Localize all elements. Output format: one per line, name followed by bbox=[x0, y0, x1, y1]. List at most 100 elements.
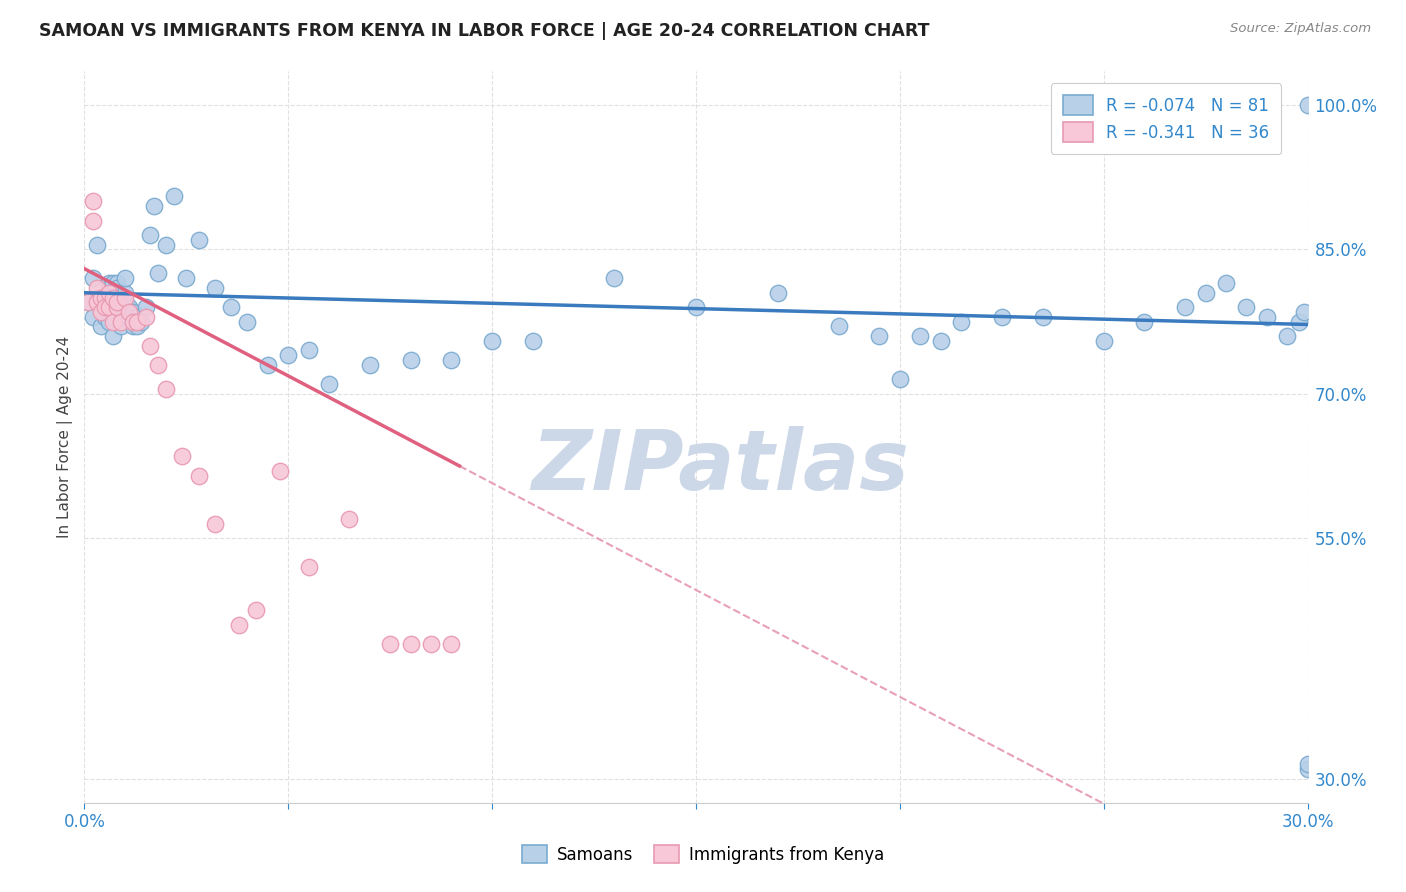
Point bbox=[114, 271, 136, 285]
Point bbox=[86, 237, 108, 252]
Point bbox=[122, 305, 145, 319]
Point bbox=[93, 310, 115, 324]
Point bbox=[257, 358, 280, 372]
Point bbox=[90, 295, 112, 310]
Point bbox=[298, 560, 321, 574]
Point bbox=[86, 295, 108, 310]
Point bbox=[1236, 300, 1258, 314]
Point bbox=[110, 319, 132, 334]
Point bbox=[97, 300, 120, 314]
Point bbox=[97, 291, 120, 305]
Point bbox=[187, 233, 209, 247]
Point bbox=[90, 305, 112, 319]
Text: SAMOAN VS IMMIGRANTS FROM KENYA IN LABOR FORCE | AGE 20-24 CORRELATION CHART: SAMOAN VS IMMIGRANTS FROM KENYA IN LABOR… bbox=[39, 22, 929, 40]
Point bbox=[146, 267, 169, 281]
Point bbox=[131, 315, 153, 329]
Point bbox=[1195, 285, 1218, 300]
Point bbox=[118, 310, 141, 324]
Point bbox=[105, 300, 128, 314]
Point bbox=[82, 271, 104, 285]
Point bbox=[93, 291, 115, 305]
Legend: Samoans, Immigrants from Kenya: Samoans, Immigrants from Kenya bbox=[516, 838, 890, 871]
Point bbox=[110, 310, 132, 324]
Point bbox=[97, 276, 120, 290]
Point bbox=[481, 334, 503, 348]
Point bbox=[1032, 310, 1054, 324]
Point bbox=[114, 295, 136, 310]
Point bbox=[766, 285, 789, 300]
Point bbox=[77, 295, 100, 310]
Point bbox=[127, 310, 149, 324]
Point bbox=[146, 358, 169, 372]
Point bbox=[77, 295, 100, 310]
Point bbox=[163, 189, 186, 203]
Point bbox=[118, 305, 141, 319]
Point bbox=[122, 319, 145, 334]
Point bbox=[440, 637, 463, 651]
Point bbox=[828, 319, 851, 334]
Y-axis label: In Labor Force | Age 20-24: In Labor Force | Age 20-24 bbox=[58, 336, 73, 538]
Point bbox=[359, 358, 381, 372]
Point bbox=[950, 315, 973, 329]
Point bbox=[86, 281, 108, 295]
Point bbox=[93, 300, 115, 314]
Point bbox=[991, 310, 1014, 324]
Point bbox=[97, 285, 120, 300]
Point bbox=[122, 315, 145, 329]
Point bbox=[204, 281, 226, 295]
Text: ZIPatlas: ZIPatlas bbox=[531, 425, 910, 507]
Point bbox=[228, 617, 250, 632]
Point bbox=[929, 334, 952, 348]
Point bbox=[110, 315, 132, 329]
Point bbox=[910, 329, 932, 343]
Point bbox=[93, 295, 115, 310]
Point bbox=[105, 300, 128, 314]
Point bbox=[105, 281, 128, 295]
Point bbox=[1256, 310, 1278, 324]
Point bbox=[1296, 762, 1319, 776]
Point bbox=[82, 213, 104, 227]
Point bbox=[204, 516, 226, 531]
Point bbox=[277, 348, 299, 362]
Point bbox=[105, 295, 128, 310]
Point bbox=[187, 468, 209, 483]
Point bbox=[101, 291, 124, 305]
Point bbox=[101, 295, 124, 310]
Point bbox=[245, 603, 267, 617]
Point bbox=[1292, 305, 1315, 319]
Point bbox=[219, 300, 242, 314]
Point bbox=[138, 227, 160, 242]
Point bbox=[90, 291, 112, 305]
Point bbox=[142, 199, 165, 213]
Point bbox=[135, 300, 157, 314]
Point bbox=[318, 377, 340, 392]
Point bbox=[1133, 315, 1156, 329]
Text: Source: ZipAtlas.com: Source: ZipAtlas.com bbox=[1230, 22, 1371, 36]
Point bbox=[118, 300, 141, 314]
Point bbox=[127, 315, 149, 329]
Point bbox=[155, 382, 177, 396]
Point bbox=[869, 329, 891, 343]
Point bbox=[82, 194, 104, 209]
Point bbox=[420, 637, 443, 651]
Point bbox=[399, 353, 422, 368]
Point bbox=[138, 339, 160, 353]
Point bbox=[93, 300, 115, 314]
Point bbox=[155, 237, 177, 252]
Point bbox=[440, 353, 463, 368]
Point bbox=[97, 281, 120, 295]
Point bbox=[97, 315, 120, 329]
Point bbox=[522, 334, 544, 348]
Point bbox=[298, 343, 321, 358]
Point bbox=[174, 271, 197, 285]
Point bbox=[1296, 98, 1319, 112]
Point bbox=[101, 329, 124, 343]
Point bbox=[269, 464, 291, 478]
Point bbox=[1288, 315, 1310, 329]
Point bbox=[1092, 334, 1115, 348]
Point bbox=[380, 637, 402, 651]
Point bbox=[135, 310, 157, 324]
Point bbox=[86, 295, 108, 310]
Point bbox=[90, 291, 112, 305]
Point bbox=[1296, 757, 1319, 772]
